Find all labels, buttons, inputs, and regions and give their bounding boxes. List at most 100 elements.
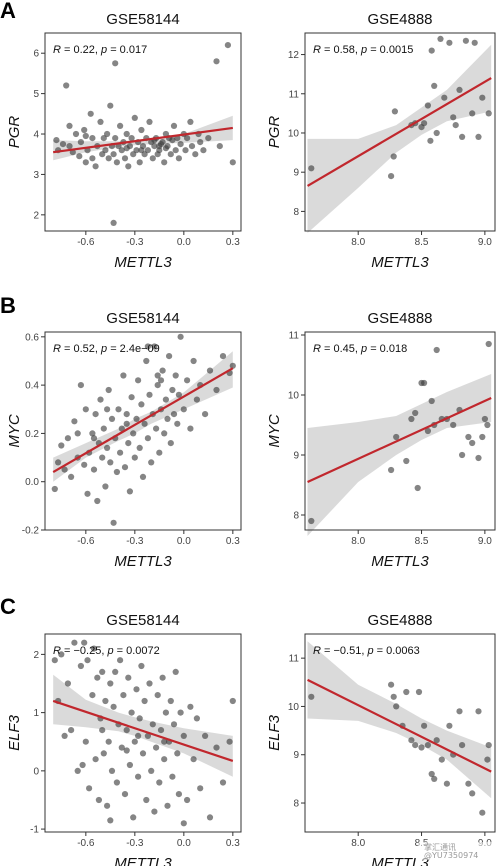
data-point <box>141 697 148 705</box>
confidence-band <box>53 674 233 777</box>
data-point <box>151 808 158 815</box>
data-point <box>99 668 106 676</box>
data-point <box>421 120 428 127</box>
y-tick-label: 9 <box>293 750 299 761</box>
data-point <box>121 464 129 471</box>
data-point <box>154 372 161 379</box>
data-point <box>55 459 62 466</box>
plot-frame <box>304 32 496 232</box>
data-point <box>92 163 99 170</box>
data-point <box>412 742 419 749</box>
data-point <box>86 785 93 792</box>
data-point <box>206 367 214 374</box>
confidence-band <box>307 44 492 233</box>
data-point <box>184 135 191 142</box>
y-tick-label: 0.2 <box>25 429 39 440</box>
data-point <box>133 686 140 693</box>
chart-title: GSE58144 <box>106 11 179 28</box>
chart-title: GSE4888 <box>367 612 432 629</box>
x-axis-label: METTL3 <box>371 254 429 271</box>
data-point <box>177 333 184 340</box>
y-tick-label: 9 <box>293 451 299 462</box>
data-point <box>71 418 78 425</box>
y-tick-label: -1 <box>30 825 39 836</box>
data-point <box>452 122 459 129</box>
scatter-chart-4: GSE4888 8.0 8.5 9.0 8 9 10 11 METTL3 MYC R = 0.45,… <box>266 310 496 570</box>
data-point <box>77 382 84 389</box>
y-tick-label: 8 <box>293 207 299 218</box>
data-point <box>123 727 130 734</box>
data-point <box>475 708 482 715</box>
stat-annotation: R = −0.51, p = 0.0063 <box>313 645 420 657</box>
data-point <box>90 645 98 652</box>
data-point <box>437 35 444 43</box>
data-point <box>172 668 179 676</box>
regression-line <box>52 367 234 474</box>
data-point <box>138 662 145 670</box>
data-point <box>428 47 435 54</box>
confidence-band <box>307 374 492 536</box>
data-point <box>412 409 419 417</box>
y-tick-label: 8 <box>293 799 299 810</box>
data-point <box>126 488 133 495</box>
confidence-band <box>53 351 233 482</box>
x-axis-label: METTL3 <box>114 254 172 271</box>
data-point <box>82 132 89 140</box>
data-point <box>92 756 99 763</box>
data-point <box>138 147 145 154</box>
watermark-line-1: 掌汇通讯 <box>424 843 456 852</box>
data-point <box>226 738 233 745</box>
data-point <box>79 761 86 769</box>
data-point <box>143 796 150 804</box>
data-point <box>456 86 463 93</box>
x-tick-label: -0.6 <box>77 838 95 849</box>
data-point <box>187 703 194 710</box>
data-point <box>121 791 129 798</box>
scatter-chart-3: GSE58144 -0.6 -0.3 0.0 0.3 -0.2 0.0 0.2 0.4 0.6 ME… <box>6 310 242 570</box>
x-tick-label: 0.0 <box>177 838 191 849</box>
data-point <box>175 391 182 398</box>
data-point <box>469 790 476 797</box>
data-point <box>99 454 106 461</box>
confidence-band <box>307 641 492 799</box>
data-point <box>128 135 135 142</box>
data-point <box>118 425 125 432</box>
data-point <box>68 473 75 480</box>
data-point <box>102 483 109 490</box>
y-tick-label: 11 <box>289 331 300 342</box>
data-point <box>82 159 89 166</box>
x-axis-label: METTL3 <box>114 553 172 570</box>
data-point <box>123 747 130 754</box>
panel-label-a: A <box>0 0 16 23</box>
data-point <box>156 449 163 456</box>
y-tick-label: 10 <box>288 702 300 713</box>
data-point <box>84 490 91 497</box>
data-point <box>431 775 438 783</box>
x-tick-label: 8.5 <box>415 237 429 248</box>
data-point <box>121 155 129 162</box>
data-point <box>414 484 421 492</box>
data-point <box>118 147 125 154</box>
data-point <box>428 397 435 405</box>
data-point <box>167 440 174 447</box>
data-point <box>82 738 89 745</box>
data-point <box>84 657 91 664</box>
data-point <box>89 692 96 699</box>
data-point <box>403 457 410 465</box>
data-point <box>113 779 120 786</box>
data-point <box>51 485 58 493</box>
data-point <box>113 468 120 476</box>
data-point <box>469 110 476 117</box>
data-point <box>104 406 111 413</box>
data-point <box>190 756 197 763</box>
data-point <box>164 415 171 422</box>
data-point <box>115 406 122 413</box>
watermark: 掌汇通讯 @YU7350974 <box>418 842 496 860</box>
data-point <box>104 444 111 451</box>
data-point <box>112 135 119 142</box>
data-point <box>77 662 84 670</box>
x-tick-label: 9.0 <box>478 237 492 248</box>
data-point <box>229 362 236 369</box>
data-point <box>479 809 486 816</box>
